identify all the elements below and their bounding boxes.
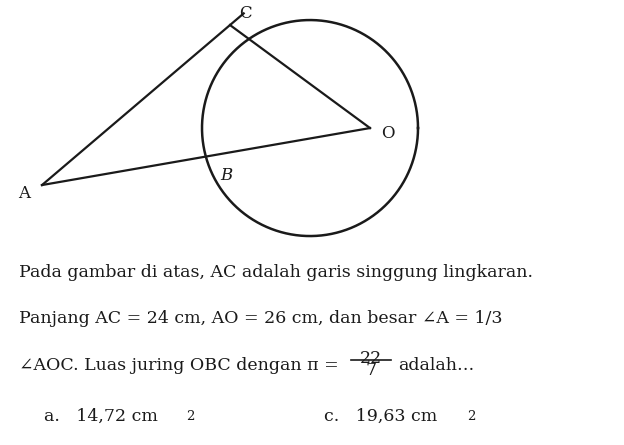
Text: C: C bbox=[239, 4, 251, 21]
Text: 22: 22 bbox=[360, 350, 383, 367]
Text: A: A bbox=[18, 185, 30, 202]
Text: 2: 2 bbox=[186, 410, 194, 424]
Text: adalah…: adalah… bbox=[398, 357, 474, 374]
Text: Pada gambar di atas, AC adalah garis singgung lingkaran.: Pada gambar di atas, AC adalah garis sin… bbox=[19, 264, 533, 281]
Text: 7: 7 bbox=[366, 362, 377, 379]
Text: O: O bbox=[381, 125, 395, 142]
Text: 2: 2 bbox=[467, 410, 475, 424]
Text: B: B bbox=[220, 166, 232, 183]
Text: Panjang AC = 24 cm, AO = 26 cm, dan besar ∠A = 1/3: Panjang AC = 24 cm, AO = 26 cm, dan besa… bbox=[19, 311, 502, 328]
Text: ∠AOC. Luas juring OBC dengan π =: ∠AOC. Luas juring OBC dengan π = bbox=[19, 357, 338, 374]
Text: a.   14,72 cm: a. 14,72 cm bbox=[44, 408, 157, 425]
Text: c.   19,63 cm: c. 19,63 cm bbox=[324, 408, 437, 425]
